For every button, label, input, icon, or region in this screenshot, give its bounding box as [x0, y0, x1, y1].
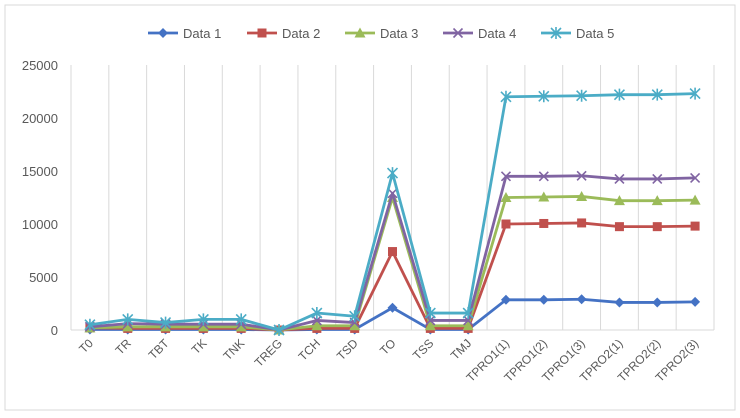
data-point: [539, 218, 549, 228]
data-point: [159, 316, 172, 329]
data-point: [84, 318, 96, 331]
data-point: [538, 90, 550, 103]
data-point: [388, 247, 397, 257]
data-point: [538, 171, 549, 182]
y-tick-label: 5000: [29, 270, 58, 285]
data-point: [462, 307, 474, 320]
data-point: [462, 320, 474, 331]
y-tick-label: 20000: [22, 111, 58, 126]
legend-marker: [354, 27, 366, 38]
data-point: [500, 192, 512, 202]
data-point: [652, 297, 663, 308]
data-point: [273, 324, 285, 336]
data-point: [614, 297, 625, 308]
data-point: [651, 88, 663, 101]
data-point: [614, 173, 625, 185]
data-point: [463, 315, 474, 326]
gridlines: [70, 65, 715, 331]
data-point: [501, 219, 511, 229]
data-point: [387, 302, 398, 313]
data-point: [689, 87, 701, 100]
data-point: [235, 321, 247, 332]
y-axis: 0 5000 10000 15000 20000 25000: [22, 58, 58, 338]
legend-marker: [452, 27, 464, 39]
data-point: [576, 294, 587, 305]
data-point: [576, 89, 588, 102]
data-point: [651, 195, 663, 206]
data-point: [690, 296, 701, 307]
y-tick-label: 15000: [22, 164, 58, 179]
legend: Data 1 Data 2 Data 3 Data 4 Data 5: [148, 26, 614, 41]
data-point: [387, 188, 398, 199]
data-point: [577, 218, 587, 228]
data-point: [689, 194, 701, 205]
series-data-5: [84, 87, 701, 336]
data-point: [424, 307, 436, 320]
data-point: [425, 315, 436, 326]
y-tick-label: 0: [51, 323, 58, 338]
y-tick-label: 10000: [22, 217, 58, 232]
data-point: [652, 222, 662, 232]
data-point: [576, 190, 588, 201]
series-group: [84, 87, 701, 336]
data-point: [690, 172, 701, 183]
data-point: [424, 320, 436, 331]
data-point: [311, 315, 322, 326]
y-tick-label: 25000: [22, 58, 58, 73]
data-point: [576, 170, 587, 181]
data-point: [613, 88, 626, 101]
data-point: [538, 191, 550, 202]
data-point: [690, 221, 700, 231]
legend-marker: [158, 28, 168, 38]
data-point: [500, 90, 512, 103]
data-point: [349, 310, 361, 323]
legend-marker: [257, 28, 267, 38]
legend-label: Data 5: [576, 26, 614, 41]
legend-marker: [550, 27, 562, 39]
data-point: [614, 222, 624, 232]
data-point: [613, 195, 625, 206]
data-point: [197, 313, 209, 326]
data-point: [538, 294, 549, 305]
data-point: [500, 171, 512, 182]
data-point: [349, 320, 361, 331]
data-point: [652, 173, 663, 185]
data-point: [235, 313, 247, 326]
legend-label: Data 2: [282, 26, 320, 41]
legend-label: Data 1: [183, 26, 221, 41]
legend-label: Data 4: [478, 26, 516, 41]
chart-frame: [4, 4, 736, 411]
data-point: [197, 321, 209, 332]
data-point: [386, 167, 399, 180]
data-point: [311, 307, 323, 320]
data-point: [311, 320, 323, 331]
data-point: [122, 321, 134, 332]
data-point: [500, 294, 511, 305]
legend-label: Data 3: [380, 26, 418, 41]
data-point: [122, 313, 134, 326]
